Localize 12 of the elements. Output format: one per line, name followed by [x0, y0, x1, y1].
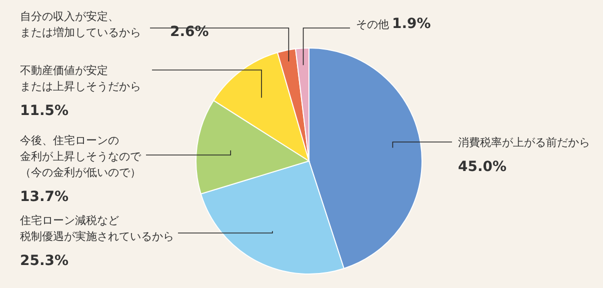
data-label: 25.3% [20, 253, 69, 269]
data-label: 11.5% [20, 103, 69, 119]
data-label: 45.0% [458, 159, 507, 175]
data-label: 2.6% [170, 24, 209, 40]
data-label: 13.7% [20, 189, 69, 205]
slice-label: その他 [356, 18, 389, 31]
slice-label: 今後、住宅ローンの金利が上昇しそうなので（今の金利が低いので） [20, 134, 142, 179]
slice-label: 自分の収入が安定、または増加しているから [20, 10, 141, 39]
slice-label: 住宅ローン減税など税制優遇が実施されているから [20, 214, 174, 243]
data-label: 1.9% [392, 16, 431, 32]
slice-label: 消費税率が上がる前だから [458, 136, 590, 149]
slice-label: 不動産価値が安定または上昇しそうだから [20, 64, 141, 93]
